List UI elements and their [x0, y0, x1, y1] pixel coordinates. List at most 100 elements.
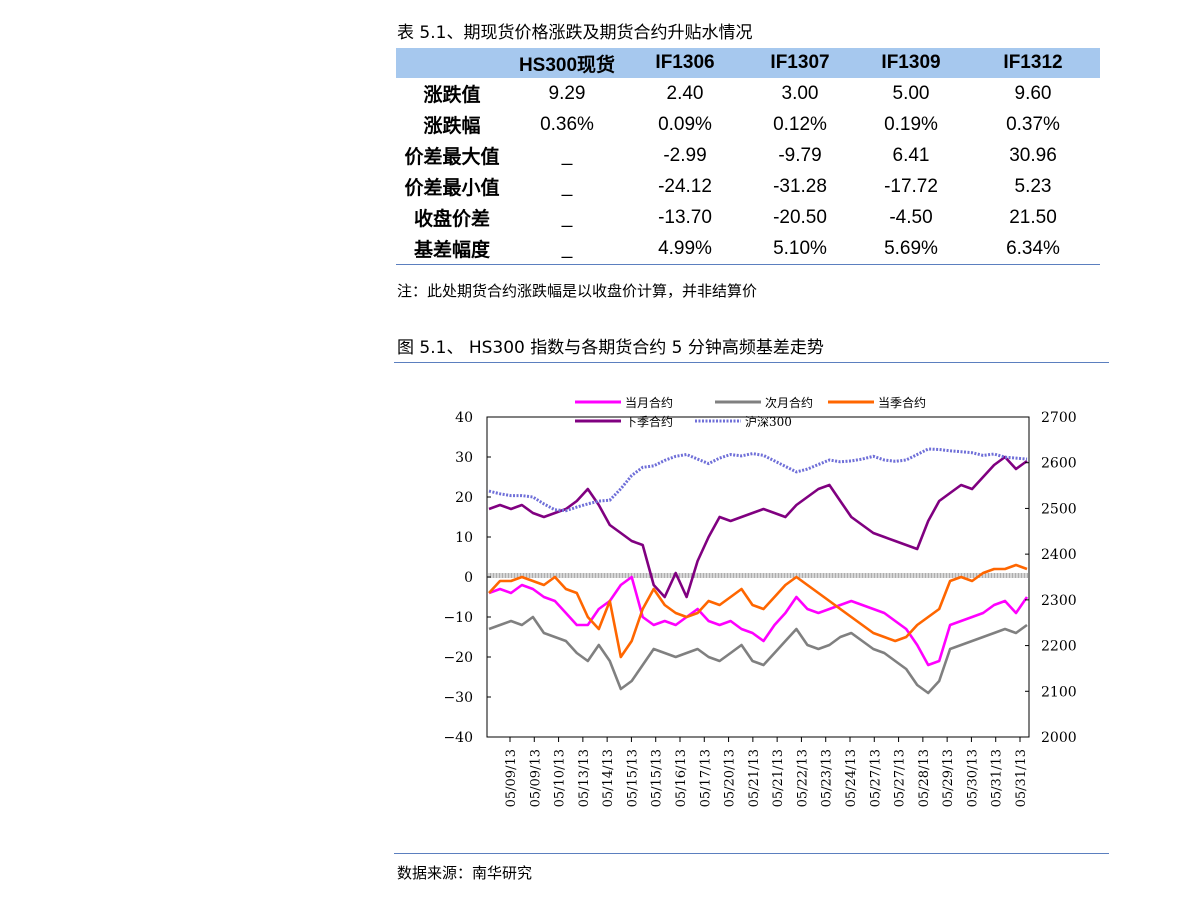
figure-source: 数据来源：南华研究 [397, 864, 533, 882]
table-cell: _ [508, 233, 626, 265]
y-right-tick-label: 2400 [1041, 547, 1077, 563]
row-label: 价差最小值 [404, 177, 500, 199]
figure-bottom-rule [394, 853, 1109, 854]
series-layer [488, 447, 1029, 695]
table-cell: -9.79 [778, 144, 822, 166]
x-tick-label: 05/14/13 [601, 749, 616, 807]
x-tick-label: 05/15/13 [650, 749, 665, 807]
table-cell: -31.28 [773, 175, 827, 197]
figure-caption: 图 5.1、 HS300 指数与各期货合约 5 分钟高频基差走势 [397, 338, 824, 358]
table-row: 涨跌值 9.29 2.40 3.00 5.00 9.60 [396, 78, 1100, 109]
x-tick-label: 05/15/13 [625, 749, 640, 807]
x-axis: 05/09/13 05/09/13 05/10/13 05/13/13 05/14/13… [504, 737, 1029, 807]
table-cell: 30.96 [1009, 144, 1057, 166]
series-line-4 [488, 455, 1028, 599]
x-tick-label: 05/29/13 [941, 749, 956, 807]
table-row: 涨跌幅 0.36% 0.09% 0.12% 0.19% 0.37% [396, 109, 1100, 140]
table-cell: 3.00 [781, 82, 819, 104]
table-cell: 0.19% [884, 113, 938, 135]
x-tick-label: 05/27/13 [893, 749, 908, 807]
legend-label: 次月合约 [765, 395, 813, 410]
table-cell: -20.50 [773, 206, 827, 228]
table-cell: 5.23 [1014, 175, 1052, 197]
y-axis-right: 2700 2600 2500 2400 2300 2200 2100 2000 [1025, 410, 1077, 746]
row-label: 价差最大值 [404, 146, 500, 168]
y-left-tick-label: 20 [455, 490, 473, 506]
legend-label: 沪深300 [745, 415, 792, 429]
y-left-tick-label: −20 [443, 650, 473, 666]
table-cell: 5.00 [892, 82, 930, 104]
table-cell: 0.12% [773, 113, 827, 135]
x-tick-label: 05/27/13 [868, 749, 883, 807]
x-tick-label: 05/10/13 [553, 749, 568, 807]
y-right-tick-label: 2300 [1041, 593, 1077, 609]
figure-top-rule [394, 362, 1109, 363]
table-row: 价差最大值 _ -2.99 -9.79 6.41 30.96 [396, 140, 1100, 171]
y-left-tick-label: −10 [443, 610, 473, 626]
table-cell: 0.36% [540, 113, 594, 135]
y-axis-left: 40 30 20 10 0 −10 −20 −30 −40 [443, 410, 491, 746]
x-tick-label: 05/23/13 [820, 749, 835, 807]
x-tick-label: 05/31/13 [1014, 749, 1029, 807]
table-row: 价差最小值 _ -24.12 -31.28 -17.72 5.23 [396, 171, 1100, 202]
y-right-tick-label: 2200 [1041, 639, 1077, 655]
table-cell: -13.70 [658, 206, 712, 228]
y-right-tick-label: 2600 [1041, 456, 1077, 472]
y-left-tick-label: −40 [443, 730, 473, 746]
x-tick-label: 05/16/13 [674, 749, 689, 807]
row-label: 基差幅度 [396, 233, 508, 265]
x-tick-label: 05/21/13 [771, 749, 786, 807]
x-tick-label: 05/21/13 [747, 749, 762, 807]
table-caption: 表 5.1、期现货价格涨跌及期货合约升贴水情况 [397, 23, 753, 43]
x-tick-label: 05/09/13 [528, 749, 543, 807]
table-cell: 2.40 [666, 82, 704, 104]
row-label: 涨跌值 [423, 84, 481, 106]
table-cell: 0.09% [658, 113, 712, 135]
series-line-1 [488, 575, 1029, 667]
legend-label: 当季合约 [878, 395, 926, 410]
series-line-5 [488, 447, 1028, 513]
y-left-tick-label: 30 [455, 450, 473, 466]
x-tick-label: 05/24/13 [844, 749, 859, 807]
header-cell: IF1306 [626, 48, 744, 78]
y-left-tick-label: 40 [455, 410, 473, 426]
table-note: 注：此处期货合约涨跌幅是以收盘价计算，并非结算价 [397, 282, 758, 300]
x-tick-label: 05/30/13 [965, 749, 980, 807]
x-tick-label: 05/31/13 [990, 749, 1005, 807]
zero-band-fill [488, 573, 1028, 578]
table-cell: 9.60 [1014, 82, 1052, 104]
row-label: 收盘价差 [413, 208, 490, 230]
header-cell: HS300现货 [508, 48, 626, 78]
y-left-tick-label: −30 [443, 690, 473, 706]
header-cell: IF1307 [744, 48, 856, 78]
table-cell: -4.50 [889, 206, 933, 228]
y-right-tick-label: 2000 [1041, 730, 1077, 746]
table-row: 收盘价差 _ -13.70 -20.50 -4.50 21.50 [396, 202, 1100, 233]
table-cell: 9.29 [548, 82, 586, 104]
y-right-tick-label: 2700 [1041, 410, 1077, 426]
table-cell: -17.72 [884, 175, 938, 197]
y-left-tick-label: 10 [455, 530, 473, 546]
series-line-2 [488, 615, 1028, 695]
table-cell: -2.99 [663, 144, 707, 166]
table-cell: 6.41 [892, 144, 930, 166]
table-row: 基差幅度 _ 4.99% 5.10% 5.69% 6.34% [396, 233, 1100, 265]
x-tick-label: 05/09/13 [504, 749, 519, 807]
table-header-row: HS300现货 IF1306 IF1307 IF1309 IF1312 [396, 48, 1100, 78]
x-tick-label: 05/20/13 [723, 749, 738, 807]
x-tick-label: 05/28/13 [917, 749, 932, 807]
table-cell: _ [561, 206, 573, 228]
x-tick-label: 05/17/13 [698, 749, 713, 807]
table-cell: _ [561, 144, 573, 166]
basis-table: HS300现货 IF1306 IF1307 IF1309 IF1312 涨跌值 … [396, 48, 1100, 265]
series-line-3 [488, 563, 1028, 659]
table-cell: 0.37% [1006, 113, 1060, 135]
x-tick-label: 05/13/13 [577, 749, 592, 807]
table-cell: 5.69% [856, 233, 966, 265]
table-cell: 21.50 [1009, 206, 1057, 228]
header-cell: IF1312 [966, 48, 1100, 78]
legend-label: 下季合约 [625, 414, 673, 429]
table-cell: _ [561, 175, 573, 197]
